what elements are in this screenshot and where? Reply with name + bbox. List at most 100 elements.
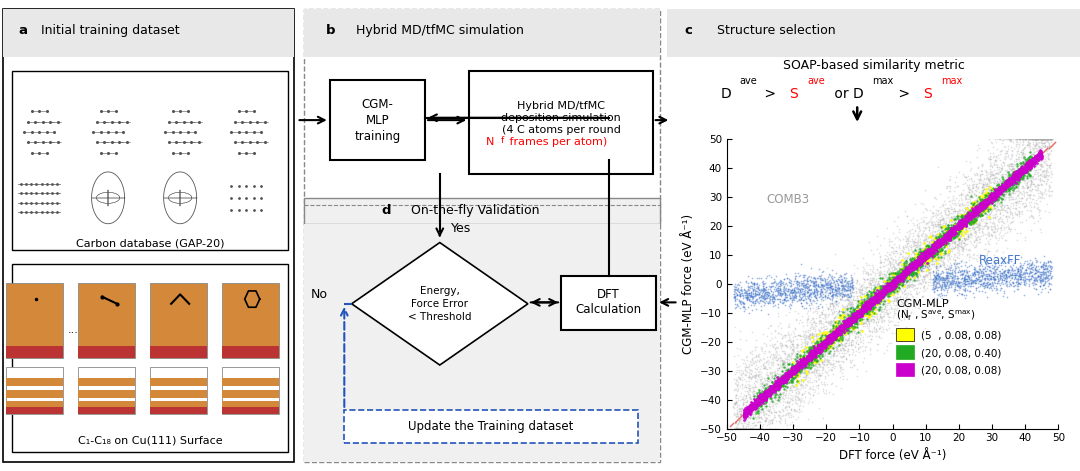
Point [980,197,997,205]
Point [873,293,890,300]
Point [957,214,974,221]
Point [1037,268,1054,276]
Point [760,347,778,355]
Point [1021,199,1038,206]
Point [947,260,964,268]
Point [1012,281,1029,288]
Point [755,388,772,396]
Point [964,177,982,185]
Point [885,278,902,285]
Point [931,239,948,246]
Point [742,406,759,413]
Point [782,349,799,357]
Point [847,304,864,312]
Point [786,363,804,370]
Point [846,269,863,276]
Point [1014,146,1031,154]
Point [941,262,958,269]
Point [779,375,796,383]
Point [872,292,889,300]
Point [929,238,946,245]
Point [883,267,901,274]
Point [849,311,866,318]
Point [845,325,862,333]
Point [886,279,903,286]
Point [793,356,810,363]
Point [843,284,861,291]
Point [901,268,918,276]
Point [849,311,866,319]
Point [1039,153,1056,160]
Point [760,402,778,409]
Point [927,280,944,287]
Point [897,262,915,269]
Point [933,239,950,246]
Point [876,286,893,293]
Point [754,398,771,406]
Point [1018,141,1036,148]
Point [887,292,904,300]
Point [735,425,753,432]
Point [762,292,780,300]
Point [853,295,870,302]
Point [944,229,961,236]
Point [954,218,971,225]
Point [834,375,851,383]
Point [954,219,971,226]
Point [960,216,977,224]
Point [967,280,984,287]
Point [793,302,810,310]
Point [835,310,852,317]
Point [837,323,854,330]
Point [815,379,833,386]
Point [1036,135,1053,143]
Point [819,333,836,340]
Point [936,234,954,242]
Point [914,258,931,265]
Point [877,283,894,291]
Point [738,409,755,416]
Point [876,306,893,313]
Point [950,235,968,242]
Point [793,364,810,371]
Point [1004,135,1022,143]
Point [980,275,997,283]
Point [866,297,883,305]
Point [836,321,853,329]
Point [910,249,928,257]
Point [1025,279,1042,287]
Point [1035,260,1052,267]
Point [867,332,885,340]
Point [820,285,837,293]
Point [982,203,999,211]
Point [859,315,876,322]
Point [953,189,970,197]
Point [1010,269,1027,277]
Point [805,349,822,357]
Point [907,262,924,270]
Point [890,226,907,233]
Point [971,262,988,270]
Point [729,425,746,432]
Point [811,278,828,286]
Point [726,393,743,400]
Point [988,156,1005,163]
Point [971,228,988,236]
Point [786,393,804,401]
Point [931,263,948,270]
Point [904,235,921,243]
Point [827,333,845,341]
Point [889,276,906,284]
Point [913,257,930,265]
Point [963,213,981,220]
Point [895,268,913,276]
Point [738,425,755,432]
Point [730,397,747,404]
Point [864,267,881,274]
Point [782,286,799,294]
Text: Hybrid MD/tfMC: Hybrid MD/tfMC [517,101,605,111]
Point [854,304,872,311]
Point [950,220,968,227]
Point [886,280,903,287]
Point [838,337,855,345]
